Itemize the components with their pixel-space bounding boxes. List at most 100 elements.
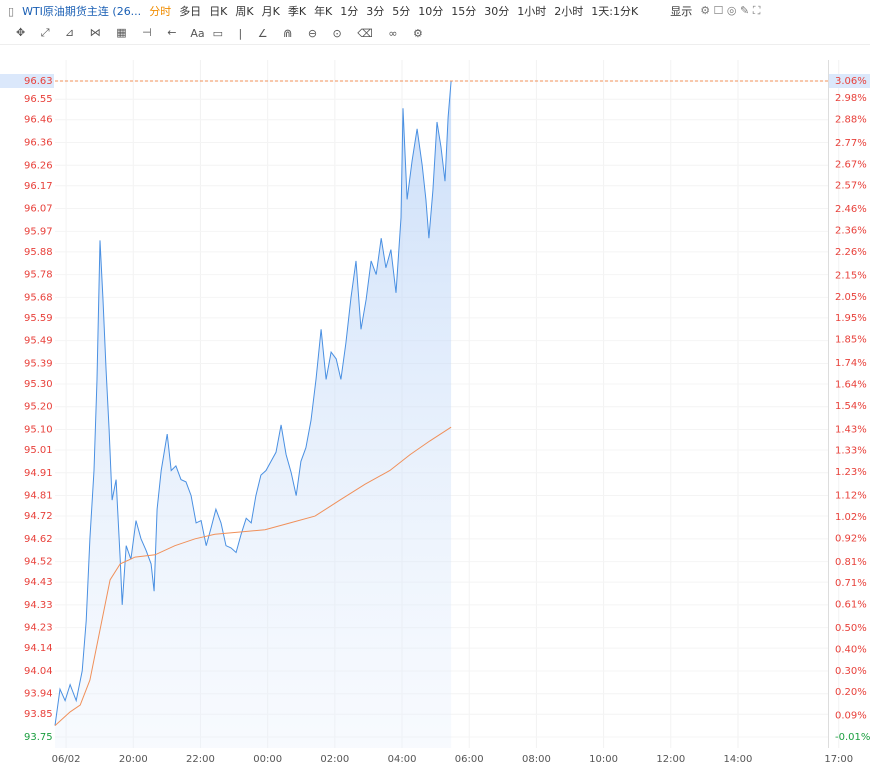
x-tick-label: 20:00	[119, 754, 148, 765]
y2-tick-label: 2.05%	[835, 292, 867, 303]
y2-tick-label: 2.77%	[835, 138, 867, 149]
y2-tick-label: -0.01%	[835, 732, 870, 743]
period-button[interactable]: 10分	[418, 5, 444, 18]
y2-tick-label: 2.15%	[835, 270, 867, 281]
y-tick-label: 94.72	[24, 511, 53, 522]
y-tick-label: 96.17	[24, 181, 53, 192]
y2-tick-label: 0.30%	[835, 666, 867, 677]
pct-highlight	[829, 74, 870, 88]
y-tick-label: 95.78	[24, 270, 53, 281]
y-tick-label: 94.52	[24, 557, 53, 568]
period-button[interactable]: 1分	[340, 5, 359, 18]
x-tick-label: 06:00	[455, 754, 484, 765]
draw-icons[interactable]: ✥ ⤢ ⊿ ⋈ ▦ ⊣ ←	[16, 26, 183, 39]
x-tick-label: 06/02	[52, 754, 81, 765]
y2-tick-label: 1.95%	[835, 313, 867, 324]
y2-tick-label: 1.23%	[835, 467, 867, 478]
y-tick-label: 96.63	[24, 76, 53, 87]
y2-tick-label: 2.98%	[835, 93, 867, 104]
period-button[interactable]: 30分	[484, 5, 510, 18]
panel-icon[interactable]: ▯	[8, 4, 15, 18]
y-tick-label: 95.20	[24, 402, 53, 413]
y-tick-label: 94.62	[24, 534, 53, 545]
y-tick-label: 95.01	[24, 445, 53, 456]
y2-tick-label: 1.54%	[835, 401, 867, 412]
period-button[interactable]: 月K	[261, 5, 280, 18]
period-button[interactable]: 2小时	[554, 5, 584, 18]
period-button[interactable]: 年K	[314, 5, 333, 18]
x-tick-label: 22:00	[186, 754, 215, 765]
y-tick-label: 95.88	[24, 247, 53, 258]
y2-tick-label: 1.33%	[835, 446, 867, 457]
period-button[interactable]: 日K	[209, 5, 228, 18]
x-tick-label: 12:00	[656, 754, 685, 765]
y-tick-label: 93.94	[24, 689, 53, 700]
y2-tick-label: 2.26%	[835, 247, 867, 258]
y-tick-label: 95.68	[24, 292, 53, 303]
y2-tick-label: 2.88%	[835, 114, 867, 125]
y-tick-label: 96.55	[24, 94, 53, 105]
y-tick-label: 95.97	[24, 226, 53, 237]
y2-tick-label: 2.57%	[835, 181, 867, 192]
period-button[interactable]: 季K	[287, 5, 307, 18]
toolbar: ▯ WTI原油期货主连 (26... 分时 多日 日K 周K 月K 季K 年K 1分 3分 5分 1…	[0, 0, 870, 22]
period-button[interactable]: 周K	[235, 5, 254, 18]
x-tick-label: 10:00	[589, 754, 618, 765]
x-tick-label: 00:00	[253, 754, 282, 765]
y-tick-label: 95.49	[24, 336, 53, 347]
price-highlight	[0, 74, 54, 88]
y2-tick-label: 0.09%	[835, 711, 867, 722]
y2-tick-label: 1.74%	[835, 358, 867, 369]
period-button[interactable]: 1小时	[517, 5, 547, 18]
y2-tick-label: 2.46%	[835, 204, 867, 215]
average-line	[54, 426, 452, 726]
price-line	[54, 80, 452, 726]
period-button[interactable]: 5分	[392, 5, 411, 18]
display-menu[interactable]: 显示	[670, 5, 693, 18]
x-tick-label: 04:00	[388, 754, 417, 765]
y2-tick-label: 1.43%	[835, 424, 867, 435]
y-tick-label: 95.30	[24, 379, 53, 390]
y2-tick-label: 0.40%	[835, 644, 867, 655]
x-tick-label: 17:00	[824, 754, 853, 765]
x-tick-label: 08:00	[522, 754, 551, 765]
x-tick-label: 02:00	[320, 754, 349, 765]
tool-icons[interactable]: ⚙ ☐ ◎ ✎ ⛶	[700, 4, 761, 17]
y2-tick-label: 0.20%	[835, 687, 867, 698]
y2-tick-label: 2.36%	[835, 226, 867, 237]
more-icons[interactable]: ▭ | ∠ ⋒ ⊖ ⊙ ⌫ ∞ ⚙	[212, 26, 429, 40]
y2-tick-label: 0.81%	[835, 557, 867, 568]
y2-tick-label: 1.85%	[835, 335, 867, 346]
y2-tick-label: 0.50%	[835, 623, 867, 634]
y2-tick-label: 3.06%	[835, 76, 867, 87]
y-tick-label: 95.10	[24, 425, 53, 436]
y2-tick-label: 0.61%	[835, 600, 867, 611]
x-tick-label: 14:00	[724, 754, 753, 765]
y-tick-label: 94.81	[24, 491, 53, 502]
y-tick-label: 95.39	[24, 358, 53, 369]
symbol[interactable]: WTI原油期货主连 (26...	[22, 5, 142, 18]
period-button[interactable]: 15分	[451, 5, 477, 18]
y-tick-label: 94.33	[24, 600, 53, 611]
y-tick-label: 94.43	[24, 577, 53, 588]
y-tick-label: 94.04	[24, 666, 53, 677]
drawing-toolbar: ✥ ⤢ ⊿ ⋈ ▦ ⊣ ← Aa ▭ | ∠ ⋒ ⊖ ⊙ ⌫ ∞ ⚙	[0, 22, 870, 45]
text-tool[interactable]: Aa	[190, 26, 205, 40]
period-button[interactable]: 多日	[179, 5, 202, 18]
y-tick-label: 96.36	[24, 138, 53, 149]
period-button[interactable]: 分时	[149, 5, 172, 18]
y-tick-label: 94.14	[24, 643, 53, 654]
period-button[interactable]: 1天:1分K	[591, 5, 639, 18]
price-area	[55, 81, 452, 748]
y-tick-label: 96.46	[24, 115, 53, 126]
period-button[interactable]: 3分	[366, 5, 385, 18]
y-tick-label: 94.23	[24, 623, 53, 634]
y2-tick-label: 1.02%	[835, 512, 867, 523]
y2-tick-label: 0.71%	[835, 578, 867, 589]
y-tick-label: 96.26	[24, 160, 53, 171]
y-tick-label: 93.85	[24, 709, 53, 720]
y-tick-label: 93.75	[24, 732, 53, 743]
y2-tick-label: 0.92%	[835, 533, 867, 544]
